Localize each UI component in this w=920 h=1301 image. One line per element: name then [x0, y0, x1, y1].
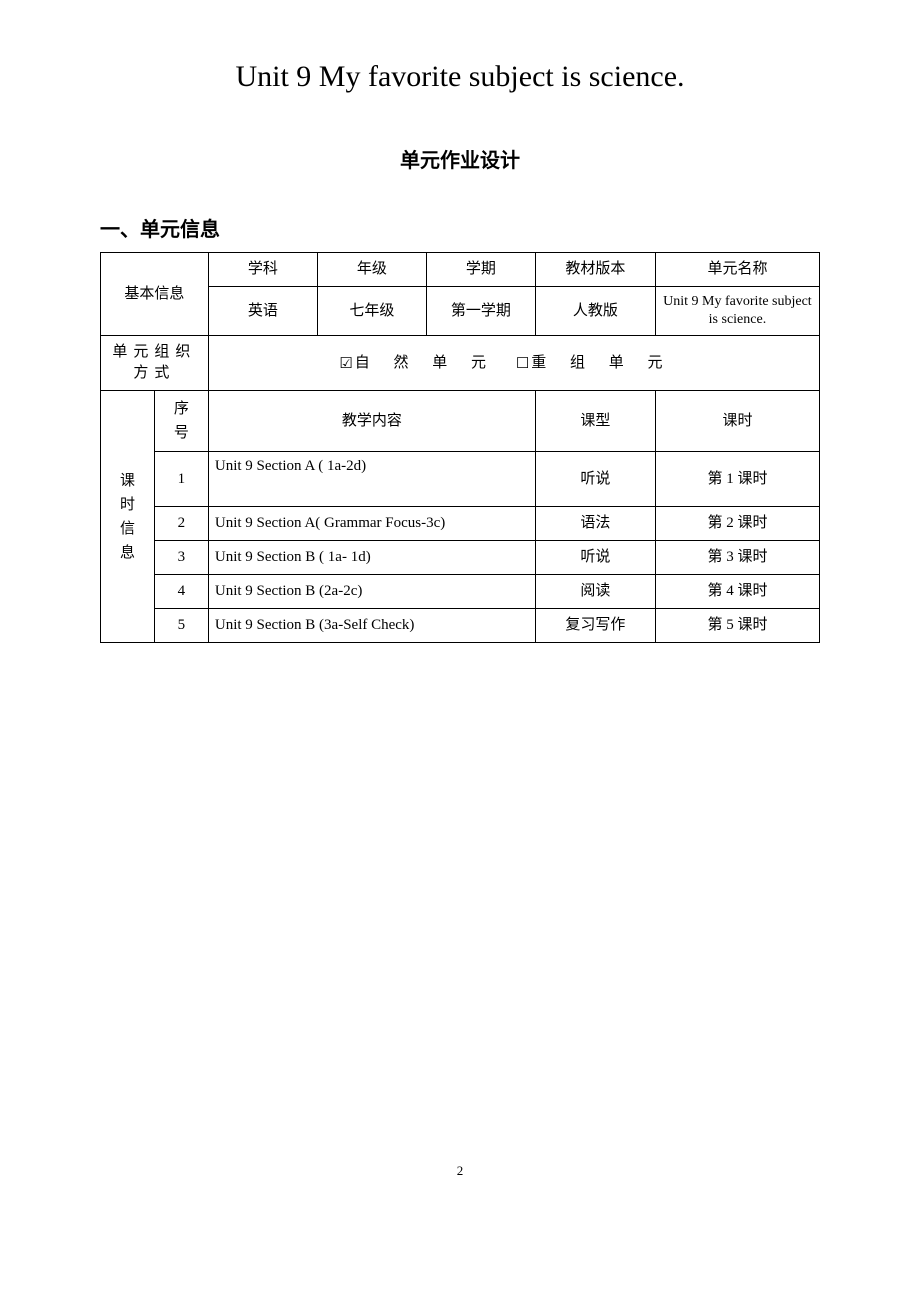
header-edition: 教材版本 [535, 253, 655, 287]
org-label: 单元组织方式 [101, 336, 209, 391]
basic-info-label: 基本信息 [101, 253, 209, 336]
header-type: 课型 [535, 391, 655, 452]
cell-type: 阅读 [535, 575, 655, 609]
table-row: 4 Unit 9 Section B (2a-2c) 阅读 第 4 课时 [101, 575, 820, 609]
value-edition: 人教版 [535, 287, 655, 336]
cell-seq: 3 [154, 541, 208, 575]
lesson-header-row: 课 时 信 息 序 号 教学内容 课型 课时 [101, 391, 820, 452]
cell-type: 听说 [535, 541, 655, 575]
seq-c2: 号 [159, 421, 204, 445]
cell-period: 第 1 课时 [655, 452, 819, 507]
header-period: 课时 [655, 391, 819, 452]
cell-seq: 1 [154, 452, 208, 507]
basic-info-value-row: 英语 七年级 第一学期 人教版 Unit 9 My favorite subje… [101, 287, 820, 336]
cell-content: Unit 9 Section B (3a-Self Check) [208, 609, 535, 643]
org-options: ☑自 然 单 元 ☐重 组 单 元 [208, 336, 819, 391]
header-content: 教学内容 [208, 391, 535, 452]
checkbox-reorg-icon: ☐ [516, 353, 529, 374]
cell-period: 第 2 课时 [655, 507, 819, 541]
lesson-label-c2: 时 [105, 493, 150, 517]
header-term: 学期 [426, 253, 535, 287]
value-grade: 七年级 [317, 287, 426, 336]
header-grade: 年级 [317, 253, 426, 287]
basic-info-header-row: 基本信息 学科 年级 学期 教材版本 单元名称 [101, 253, 820, 287]
page-title: Unit 9 My favorite subject is science. [100, 60, 820, 94]
header-subject: 学科 [208, 253, 317, 287]
cell-period: 第 5 课时 [655, 609, 819, 643]
value-term: 第一学期 [426, 287, 535, 336]
cell-content: Unit 9 Section A ( 1a-2d) [208, 452, 535, 507]
page-number: 2 [100, 1163, 820, 1179]
cell-type: 听说 [535, 452, 655, 507]
value-unit-name: Unit 9 My favorite subject is science. [655, 287, 819, 336]
cell-content: Unit 9 Section B (2a-2c) [208, 575, 535, 609]
value-subject: 英语 [208, 287, 317, 336]
checkbox-natural-icon: ☑ [339, 353, 352, 374]
table-row: 2 Unit 9 Section A( Grammar Focus-3c) 语法… [101, 507, 820, 541]
cell-type: 语法 [535, 507, 655, 541]
cell-seq: 5 [154, 609, 208, 643]
header-seq: 序 号 [154, 391, 208, 452]
cell-seq: 2 [154, 507, 208, 541]
org-row: 单元组织方式 ☑自 然 单 元 ☐重 组 单 元 [101, 336, 820, 391]
table-row: 5 Unit 9 Section B (3a-Self Check) 复习写作 … [101, 609, 820, 643]
cell-period: 第 4 课时 [655, 575, 819, 609]
cell-seq: 4 [154, 575, 208, 609]
lesson-label-c1: 课 [105, 469, 150, 493]
subtitle: 单元作业设计 [100, 144, 820, 173]
section-heading: 一、单元信息 [100, 213, 820, 242]
unit-info-table: 基本信息 学科 年级 学期 教材版本 单元名称 英语 七年级 第一学期 人教版 … [100, 252, 820, 643]
seq-c1: 序 [159, 397, 204, 421]
header-unit-name: 单元名称 [655, 253, 819, 287]
cell-period: 第 3 课时 [655, 541, 819, 575]
lesson-label-c3: 信 [105, 517, 150, 541]
cell-content: Unit 9 Section A( Grammar Focus-3c) [208, 507, 535, 541]
cell-type: 复习写作 [535, 609, 655, 643]
table-row: 3 Unit 9 Section B ( 1a- 1d) 听说 第 3 课时 [101, 541, 820, 575]
opt-natural-label: 自 然 单 元 [355, 355, 496, 371]
lesson-info-label: 课 时 信 息 [101, 391, 155, 643]
opt-reorg-label: 重 组 单 元 [531, 355, 672, 371]
table-row: 1 Unit 9 Section A ( 1a-2d) 听说 第 1 课时 [101, 452, 820, 507]
cell-content: Unit 9 Section B ( 1a- 1d) [208, 541, 535, 575]
lesson-label-c4: 息 [105, 541, 150, 565]
